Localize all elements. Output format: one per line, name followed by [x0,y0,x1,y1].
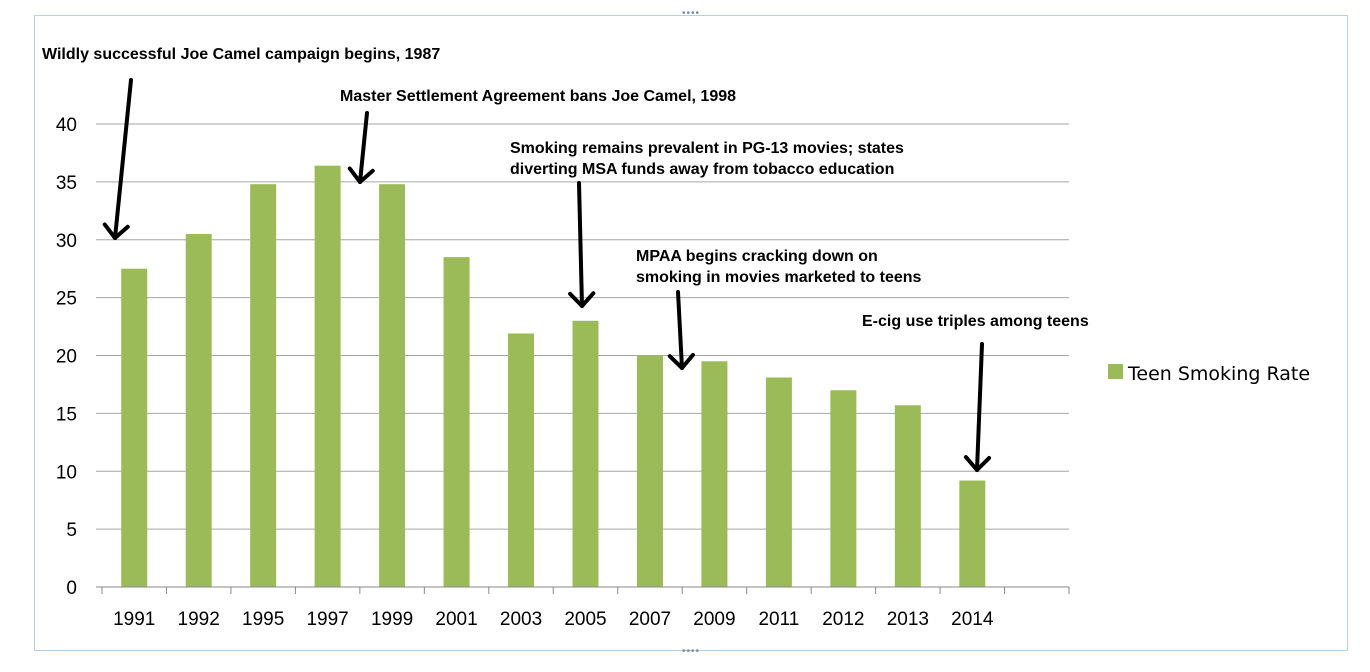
bar-2014 [959,480,986,587]
x-tick-label: 2013 [887,609,929,630]
x-tick-label: 2011 [758,609,799,630]
bar-1992 [185,233,212,587]
bar-2001 [443,257,470,587]
bar-1999 [379,184,406,587]
arrow-shaft [676,290,684,370]
x-tick-label: 2005 [564,609,606,630]
x-tick-label: 2012 [822,609,864,630]
annotation-text: Wildly successful Joe Camel campaign beg… [42,46,440,63]
arrow-head [102,222,130,240]
bar-2013 [894,405,921,587]
bar-2012 [830,390,857,587]
arrow-head [963,455,992,472]
bar-1995 [250,184,277,587]
chart-frame: •••• •••• [34,9,1348,657]
bars [121,165,986,588]
y-tick-label: 5 [66,520,77,541]
y-tick-label: 20 [56,347,77,368]
arrow-head [568,291,596,308]
annotation-text: MPAA begins cracking down on [636,248,878,265]
x-tick-labels: 1991 1992 1995 1997 1999 2001 2003 2005 2007 2009… [113,609,994,630]
arrow-shaft [358,111,369,184]
arrow-head [347,166,375,184]
y-tick-label: 0 [66,578,77,599]
annotations: Wildly successful Joe Camel campaign beg… [42,46,1089,330]
bar-2005 [572,320,599,587]
x-tick-label: 1999 [371,609,413,630]
bottom-resize-handle[interactable]: •••• [682,646,701,657]
legend: Teen Smoking Rate [1108,363,1310,385]
annotation-text: smoking in movies marketed to teens [636,269,922,286]
legend-swatch [1108,364,1123,379]
legend-label: Teen Smoking Rate [1127,363,1310,385]
y-tick-label: 15 [56,404,77,425]
bar-1997 [314,165,341,588]
bar-2003 [508,333,535,587]
bar-2007 [636,355,663,587]
x-tick-label: 2009 [693,609,735,630]
annotation-arrows [102,78,992,472]
x-tick-marks [101,587,1070,594]
bar-1991 [121,268,148,587]
y-tick-labels: 0 5 10 15 20 25 30 35 40 [56,115,77,599]
annotation-text: Master Settlement Agreement bans Joe Cam… [340,88,736,105]
x-tick-label: 2003 [500,609,542,630]
x-tick-label: 2014 [951,609,994,630]
y-tick-label: 35 [56,173,77,194]
arrow-head [667,352,695,370]
x-tick-label: 2001 [435,609,477,630]
annotation-text: diverting MSA funds away from tobacco ed… [510,161,894,178]
y-tick-label: 10 [56,462,77,483]
annotation-text: Smoking remains prevalent in PG-13 movie… [510,140,904,157]
bar-2009 [701,361,728,587]
x-tick-label: 1991 [113,609,155,630]
annotation-text: E-cig use triples among teens [862,313,1089,330]
y-tick-label: 25 [56,289,77,310]
arrow-shaft [975,342,984,472]
x-tick-label: 1992 [178,609,220,630]
bar-2011 [765,377,792,587]
x-tick-label: 2007 [629,609,671,630]
arrow-shaft [577,181,584,308]
arrow-shaft [113,78,133,240]
y-tick-label: 30 [56,231,77,252]
y-tick-label: 40 [56,115,77,136]
x-tick-label: 1997 [306,609,348,630]
x-tick-label: 1995 [242,609,284,630]
top-resize-handle[interactable]: •••• [682,8,701,19]
